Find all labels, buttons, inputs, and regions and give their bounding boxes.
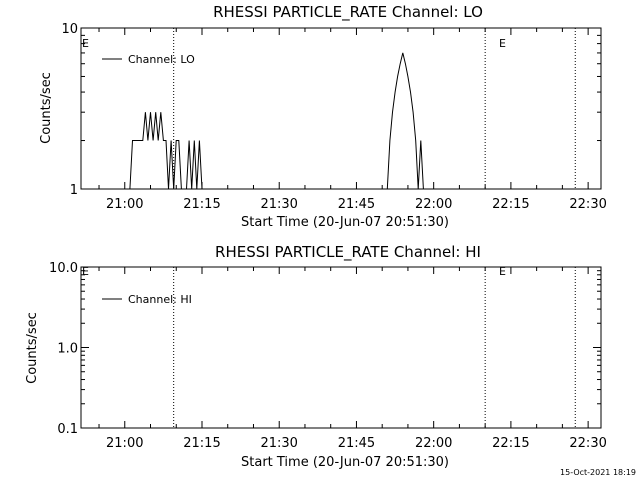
panel-hi-x-tick-label: 21:15	[183, 436, 220, 451]
panel-lo-y-tick-label: 1	[70, 183, 78, 198]
panel-hi-y-tick-label: 1.0	[57, 342, 78, 357]
panel-lo-marker-e-left: E	[82, 37, 89, 50]
panel-lo-legend-label: Channel: LO	[128, 53, 195, 66]
panel-hi-legend: Channel: HI	[102, 293, 192, 306]
panel-lo-title: RHESSI PARTICLE_RATE Channel: LO	[213, 3, 483, 22]
panel-lo-x-tick-label: 22:00	[415, 197, 452, 212]
panel-hi-x-tick-label: 22:15	[492, 436, 529, 451]
panel-hi-y-tick-label: 10.0	[49, 261, 78, 276]
footer-timestamp: 15-Oct-2021 18:19	[560, 468, 636, 477]
panel-hi-x-tick-label: 21:45	[338, 436, 375, 451]
panel-lo-xlabel: Start Time (20-Jun-07 20:51:30)	[241, 215, 449, 230]
panel-lo-x-tick-label: 21:30	[260, 197, 297, 212]
panel-hi-ylabel: Counts/sec	[25, 312, 40, 384]
panel-lo-x-tick-label: 21:15	[183, 197, 220, 212]
panel-hi-x-tick-label: 21:30	[260, 436, 297, 451]
panel-lo-ylabel: Counts/sec	[39, 72, 54, 144]
panel-hi-y-axis: 0.1 1.0 10.0	[49, 261, 601, 437]
panel-lo-x-axis: 21:00 21:15 21:30 21:45 22:00 22:15 22:30	[98, 28, 607, 212]
panel-hi-x-tick-label: 22:30	[569, 436, 606, 451]
panel-hi-xlabel: Start Time (20-Jun-07 20:51:30)	[241, 455, 449, 470]
panel-lo-y-tick-label: 10	[61, 22, 78, 37]
panel-hi-y-tick-label: 0.1	[57, 422, 78, 437]
panel-lo-x-tick-label: 21:00	[106, 197, 143, 212]
panel-lo: RHESSI PARTICLE_RATE Channel: LO Counts/…	[39, 3, 607, 230]
panel-lo-y-axis: 1 10	[61, 22, 601, 198]
panel-lo-x-tick-label: 22:15	[492, 197, 529, 212]
panel-hi-marker-e-left: E	[82, 265, 89, 278]
panel-lo-x-tick-label: 22:30	[569, 197, 606, 212]
panel-hi: RHESSI PARTICLE_RATE Channel: HI Counts/…	[25, 243, 607, 470]
panel-hi-x-tick-label: 21:00	[106, 436, 143, 451]
panel-hi-legend-label: Channel: HI	[128, 293, 192, 306]
panel-hi-marker-e-right: E	[499, 265, 506, 278]
panel-hi-x-tick-label: 22:00	[415, 436, 452, 451]
panel-lo-x-tick-label: 21:45	[338, 197, 375, 212]
panel-lo-legend: Channel: LO	[102, 53, 195, 66]
panel-lo-marker-e-right: E	[499, 37, 506, 50]
panel-lo-series-line	[129, 52, 426, 190]
panel-hi-title: RHESSI PARTICLE_RATE Channel: HI	[215, 243, 481, 262]
